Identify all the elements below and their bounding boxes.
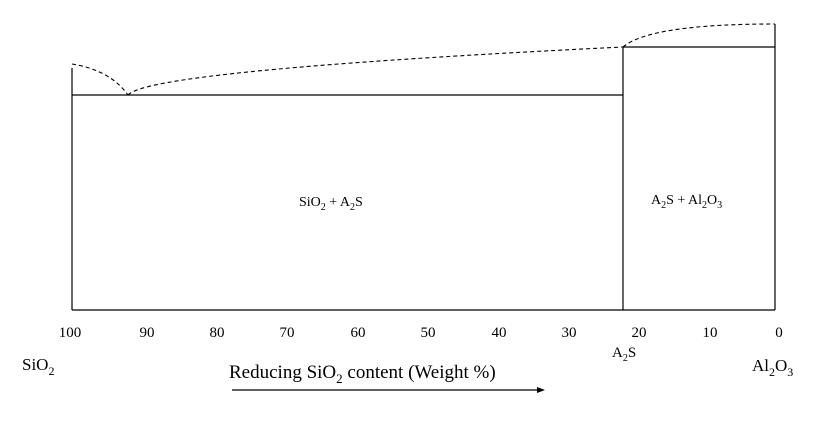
liquidus-curve-compound	[127, 46, 624, 96]
x-axis-title: Reducing SiO2 content (Weight %)	[229, 362, 496, 386]
end-member-alumina-label: Al2O3	[752, 356, 793, 379]
x-tick-label: 30	[562, 325, 577, 341]
x-tick-label: 70	[280, 325, 295, 341]
x-tick-label: 0	[775, 325, 783, 341]
x-tick-label: 40	[492, 325, 507, 341]
x-tick-label: 100	[59, 325, 82, 341]
region-label-compound-alumina: A2S + Al2O3	[651, 193, 722, 211]
x-tick-label: 10	[703, 325, 718, 341]
x-tick-label: 20	[632, 325, 647, 341]
x-tick-label: 90	[140, 325, 155, 341]
compound-marker-label: A2S	[612, 345, 636, 364]
x-tick-label: 50	[421, 325, 436, 341]
end-member-silica-label: SiO2	[22, 355, 54, 378]
liquidus-curve-alumina	[622, 23, 776, 48]
x-tick-label: 60	[351, 325, 366, 341]
direction-arrow-head	[537, 387, 545, 393]
region-label-silica-compound: SiO2 + A2S	[299, 195, 363, 213]
liquidus-curve-silica	[71, 63, 129, 96]
x-tick-label: 80	[210, 325, 225, 341]
